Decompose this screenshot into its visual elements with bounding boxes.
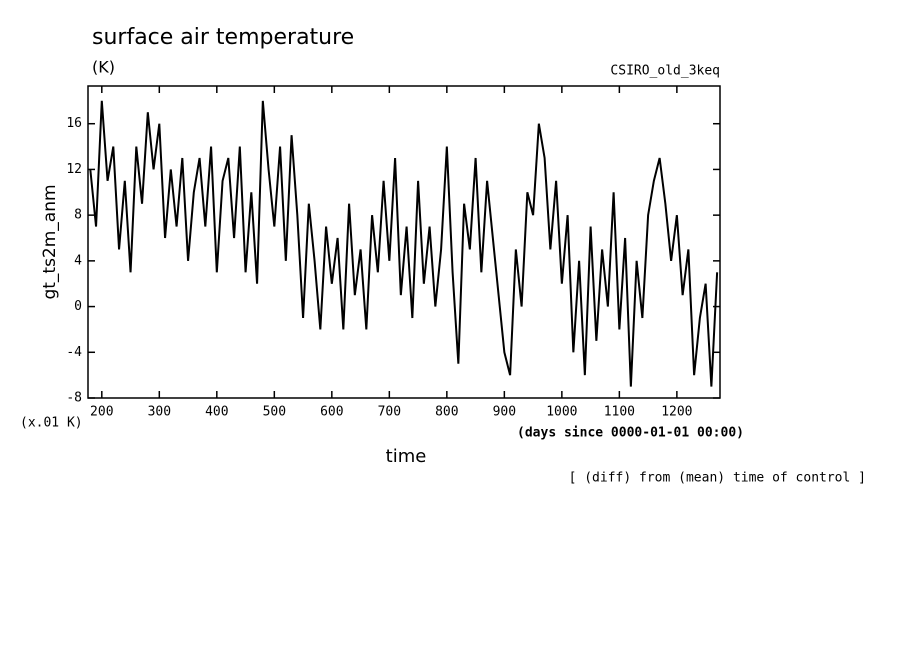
- y-tick-label: 16: [66, 116, 82, 131]
- x-tick-label: 200: [90, 405, 113, 420]
- annotation: [ (diff) from (mean) time of control ]: [569, 471, 866, 486]
- y-tick-label: 0: [74, 299, 82, 314]
- x-tick-label: 1000: [546, 405, 577, 420]
- y-tick-label: 8: [74, 208, 82, 223]
- x-tick-label: 600: [320, 405, 343, 420]
- y-tick-label: -8: [66, 391, 82, 406]
- y-tick-label: -4: [66, 345, 82, 360]
- data-line: [89, 100, 719, 387]
- x-tick-label: 800: [435, 405, 458, 420]
- x-tick-label: 500: [263, 405, 286, 420]
- y-tick-label: 4: [74, 253, 82, 268]
- x-tick-label: 1200: [661, 405, 692, 420]
- x-tick-label: 1100: [604, 405, 635, 420]
- y-tick-label: 12: [66, 162, 82, 177]
- x-tick-label: 400: [205, 405, 228, 420]
- x-tick-label: 300: [148, 405, 171, 420]
- units: (K): [92, 58, 115, 77]
- plot-frame: [87, 85, 721, 399]
- y-scale-note: (x.01 K): [20, 416, 83, 431]
- x-axis-label: time: [386, 446, 427, 467]
- chart-title: surface air temperature: [92, 25, 354, 50]
- x-units: (days since 0000-01-01 00:00): [517, 426, 744, 441]
- x-tick-label: 900: [493, 405, 516, 420]
- subtitle: CSIRO_old_3keq: [610, 64, 720, 79]
- x-tick-label: 700: [378, 405, 401, 420]
- y-axis-label: gt_ts2m_anm: [40, 184, 60, 299]
